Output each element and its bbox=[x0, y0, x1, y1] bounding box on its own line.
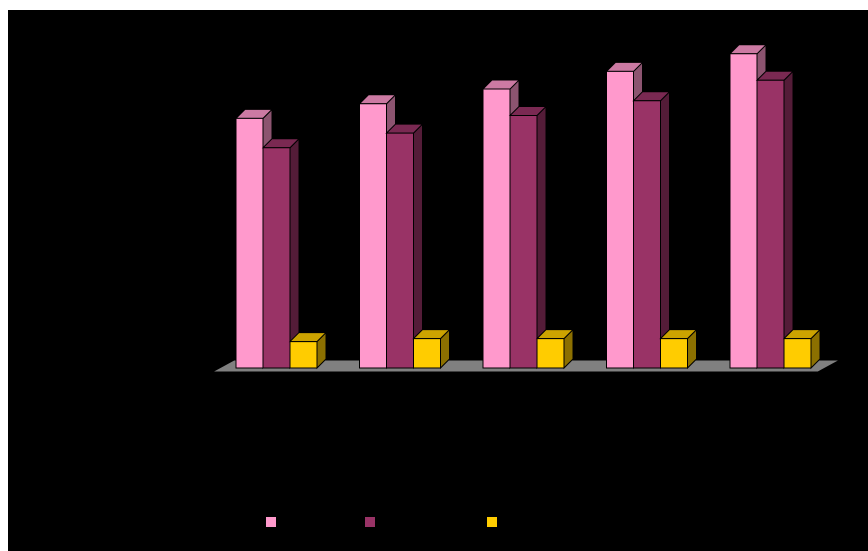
bar-front bbox=[289, 341, 318, 369]
bar-front bbox=[262, 147, 291, 369]
bar-front bbox=[235, 117, 264, 369]
bar bbox=[412, 328, 451, 370]
bar-front bbox=[413, 338, 441, 369]
bar bbox=[632, 90, 671, 370]
bar-front bbox=[729, 53, 758, 369]
legend-swatch-series-1 bbox=[265, 516, 277, 528]
bar-side bbox=[536, 105, 547, 370]
legend-swatch-series-2 bbox=[364, 516, 376, 528]
bar-side bbox=[660, 90, 670, 370]
bar-front bbox=[606, 70, 634, 369]
bar bbox=[385, 122, 424, 370]
bar bbox=[755, 70, 795, 370]
bar-front bbox=[359, 103, 387, 369]
bar-front bbox=[482, 88, 511, 369]
bar-front bbox=[386, 132, 414, 369]
bar bbox=[261, 137, 301, 370]
bar-front bbox=[509, 114, 538, 369]
bar-front bbox=[756, 79, 785, 369]
bar-front bbox=[783, 338, 812, 369]
bar bbox=[535, 328, 575, 370]
legend-swatch-series-3 bbox=[486, 516, 498, 528]
bar bbox=[288, 331, 328, 370]
chart-area bbox=[8, 10, 868, 551]
bar-front bbox=[660, 338, 688, 369]
bar-side bbox=[783, 70, 794, 370]
bar-front bbox=[633, 100, 661, 369]
legend bbox=[0, 516, 868, 530]
bar-front bbox=[536, 338, 565, 369]
bar bbox=[782, 328, 822, 370]
bar bbox=[508, 105, 548, 370]
bar bbox=[659, 328, 698, 370]
